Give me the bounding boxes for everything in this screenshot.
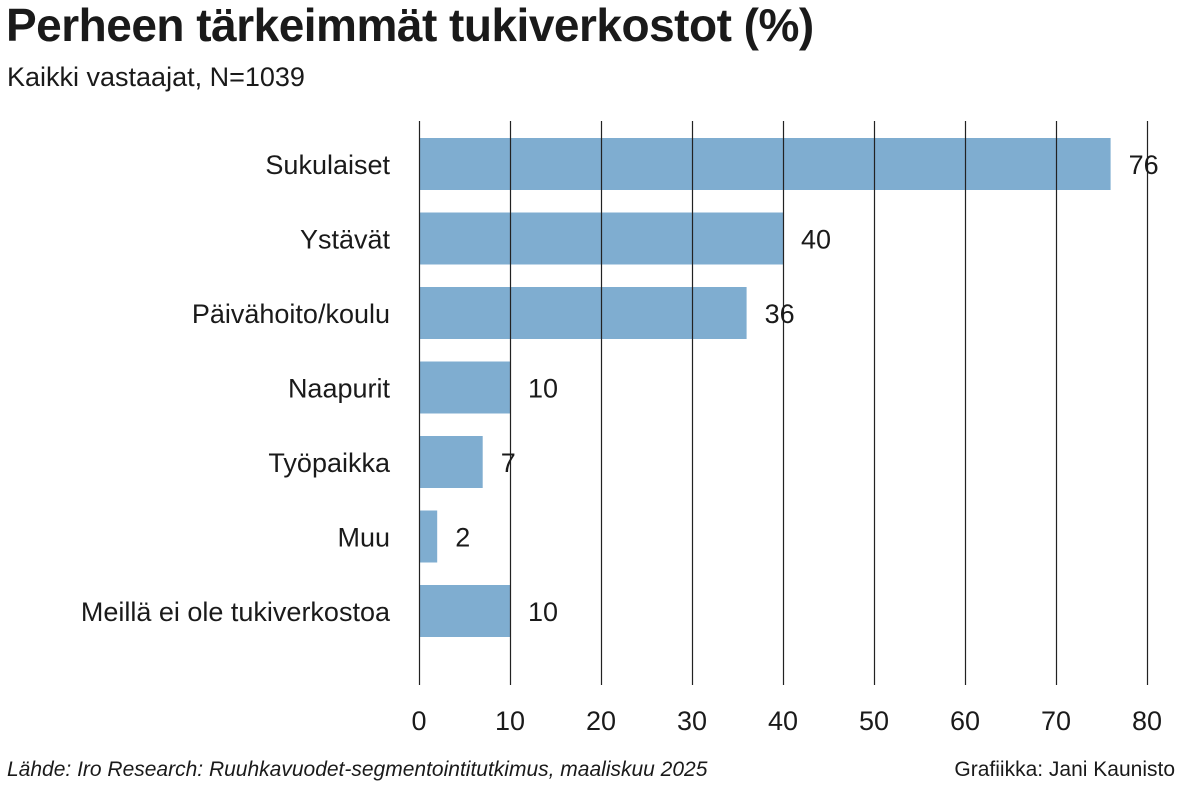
data-label: 7 <box>501 448 516 478</box>
x-tick-label: 30 <box>677 706 707 736</box>
data-label: 10 <box>528 374 558 404</box>
data-label: 2 <box>455 523 470 553</box>
x-tick-label: 70 <box>1041 706 1071 736</box>
data-label: 36 <box>765 299 795 329</box>
category-label: Naapurit <box>288 374 391 404</box>
data-label: 10 <box>528 597 558 627</box>
source-note: Lähde: Iro Research: Ruuhkavuodet-segmen… <box>7 758 708 781</box>
category-label: Muu <box>337 523 390 553</box>
bar <box>419 287 747 339</box>
x-tick-label: 60 <box>950 706 980 736</box>
category-label: Meillä ei ole tukiverkostoa <box>81 597 391 627</box>
category-label: Ystävät <box>300 225 391 255</box>
bar <box>419 585 510 637</box>
x-tick-label: 10 <box>495 706 525 736</box>
x-tick-label: 40 <box>768 706 798 736</box>
x-tick-label: 20 <box>586 706 616 736</box>
category-label: Sukulaiset <box>265 150 390 180</box>
x-tick-label: 0 <box>411 706 426 736</box>
x-tick-label: 50 <box>859 706 889 736</box>
data-label: 76 <box>1129 150 1159 180</box>
chart-subtitle: Kaikki vastaajat, N=1039 <box>7 62 305 92</box>
bar <box>419 436 483 488</box>
bar <box>419 138 1111 190</box>
category-label: Työpaikka <box>268 448 391 478</box>
graphic-credit: Grafiikka: Jani Kaunisto <box>954 758 1175 781</box>
category-label: Päivähoito/koulu <box>192 299 390 329</box>
data-label: 40 <box>801 225 831 255</box>
bar <box>419 510 438 563</box>
chart-title: Perheen tärkeimmät tukiverkostot (%) <box>6 0 814 51</box>
x-tick-label: 80 <box>1132 706 1162 736</box>
bar <box>419 361 510 414</box>
